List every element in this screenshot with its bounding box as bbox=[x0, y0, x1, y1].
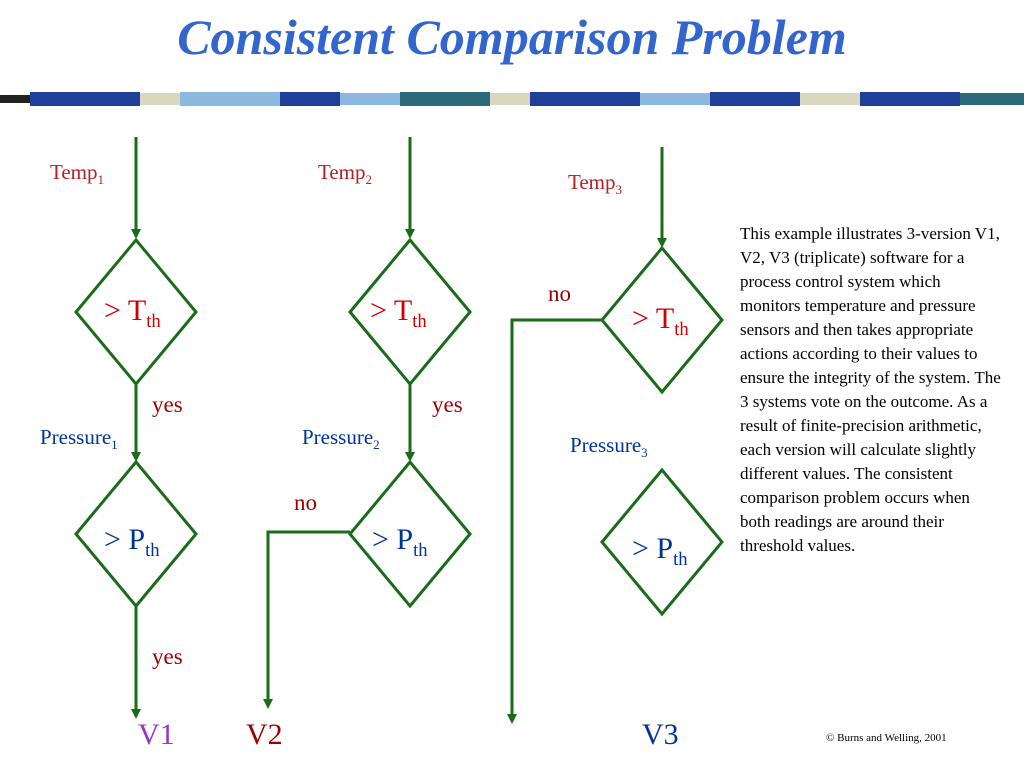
v1-pressure-yes-label: yes bbox=[152, 644, 183, 669]
v2-output-label: V2 bbox=[246, 718, 283, 751]
v2-temp-condition: > Tth bbox=[370, 294, 427, 332]
v3-temp-no-label: no bbox=[548, 281, 571, 306]
v2-pressure-decision bbox=[348, 459, 472, 609]
title-divider-bar bbox=[0, 92, 1024, 106]
v3-temp-label: Temp3 bbox=[568, 170, 623, 197]
v3-pressure-decision bbox=[600, 467, 724, 617]
v3-temp-condition: > Tth bbox=[632, 302, 689, 340]
v2-pressure-condition: > Pth bbox=[372, 523, 428, 561]
v1-pressure-label: Pressure1 bbox=[40, 425, 118, 452]
v3-output-label: V3 bbox=[642, 718, 679, 751]
v2-no-arrow bbox=[263, 530, 350, 709]
v2-pressure-no-label: no bbox=[294, 490, 317, 515]
v3-no-arrow bbox=[507, 318, 602, 724]
copyright-notice: © Burns and Welling, 2001 bbox=[826, 732, 947, 744]
v1-temp-condition: > Tth bbox=[104, 294, 161, 332]
description-text: This example illustrates 3-version V1, V… bbox=[740, 224, 1001, 555]
v1-temp-yes-label: yes bbox=[152, 392, 183, 417]
v3-pressure-condition: > Pth bbox=[632, 532, 688, 570]
v2-pressure-label: Pressure2 bbox=[302, 425, 380, 452]
v1-temp-label: Temp1 bbox=[50, 160, 105, 187]
v1-output-label: V1 bbox=[138, 718, 175, 751]
slide-title: Consistent Comparison Problem bbox=[177, 9, 847, 65]
v2-temp-label: Temp2 bbox=[318, 160, 373, 187]
v3-pressure-label: Pressure3 bbox=[570, 433, 648, 460]
v3-temp-decision bbox=[600, 245, 724, 395]
v2-temp-yes-label: yes bbox=[432, 392, 463, 417]
v1-pressure-condition: > Pth bbox=[104, 523, 160, 561]
